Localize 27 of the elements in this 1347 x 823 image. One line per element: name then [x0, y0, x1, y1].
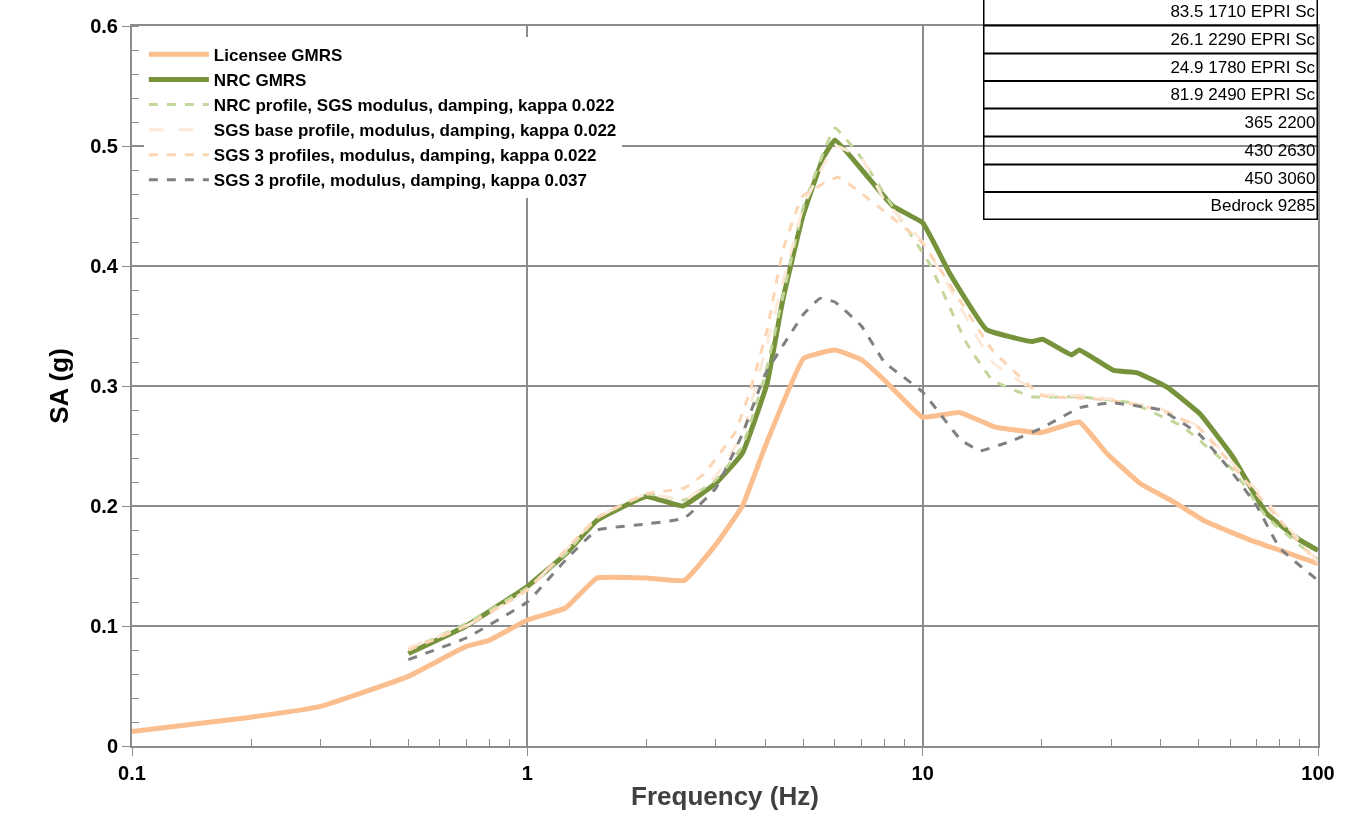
y-tick-label: 0.4	[90, 255, 119, 277]
y-tick-label: 0.5	[90, 135, 118, 157]
y-tick-label: 0.6	[90, 15, 118, 37]
text: 83.5 1710 EPRI Sc	[1170, 2, 1316, 21]
legend-label: SGS base profile, modulus, damping, kappa 0.022	[213, 121, 617, 141]
y-tick-label: 0.2	[90, 495, 118, 517]
x-tick-label: 0.1	[118, 762, 146, 784]
legend-label: SGS 3 profile, modulus, damping, kappa 0.037	[213, 171, 588, 191]
annotation: 26.1 2290 EPRI Sc	[1170, 30, 1316, 49]
annotation: 450 3060	[1244, 169, 1316, 188]
annotation: 430 2630	[1244, 141, 1316, 160]
legend-label: NRC profile, SGS modulus, damping, kappa 0.022	[213, 96, 615, 116]
annotation: Bedrock 9285	[1210, 196, 1316, 215]
x-axis-title: Frequency (Hz)	[631, 781, 819, 812]
y-tick-label: 0	[106, 735, 118, 757]
x-tick-label: 10	[911, 762, 934, 784]
annotation: 24.9 1780 EPRI Sc	[1170, 58, 1316, 77]
legend-label: NRC GMRS	[213, 71, 307, 91]
x-tick-label: 1	[521, 762, 533, 784]
legend-label: SGS 3 profiles, modulus, damping, kappa 0.022	[213, 146, 597, 166]
y-axis-title: SA (g)	[44, 348, 75, 424]
annotation: 365 2200	[1244, 113, 1316, 132]
y-tick-label: 0.3	[90, 375, 118, 397]
x-tick-label: 100	[1301, 762, 1335, 784]
legend-label: Licensee GMRS	[213, 45, 343, 65]
annotation: 81.9 2490 EPRI Sc	[1170, 85, 1316, 104]
y-tick-label: 0.1	[90, 615, 118, 637]
